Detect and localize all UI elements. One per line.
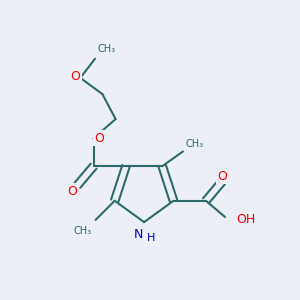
Text: O: O xyxy=(94,132,104,145)
Text: O: O xyxy=(67,185,77,198)
Text: CH₃: CH₃ xyxy=(73,226,91,236)
Text: H: H xyxy=(146,233,155,243)
Text: OH: OH xyxy=(236,213,256,226)
Text: CH₃: CH₃ xyxy=(98,44,116,54)
Text: CH₃: CH₃ xyxy=(186,139,204,148)
Text: O: O xyxy=(70,70,80,83)
Text: N: N xyxy=(134,228,143,241)
Text: O: O xyxy=(218,170,228,183)
